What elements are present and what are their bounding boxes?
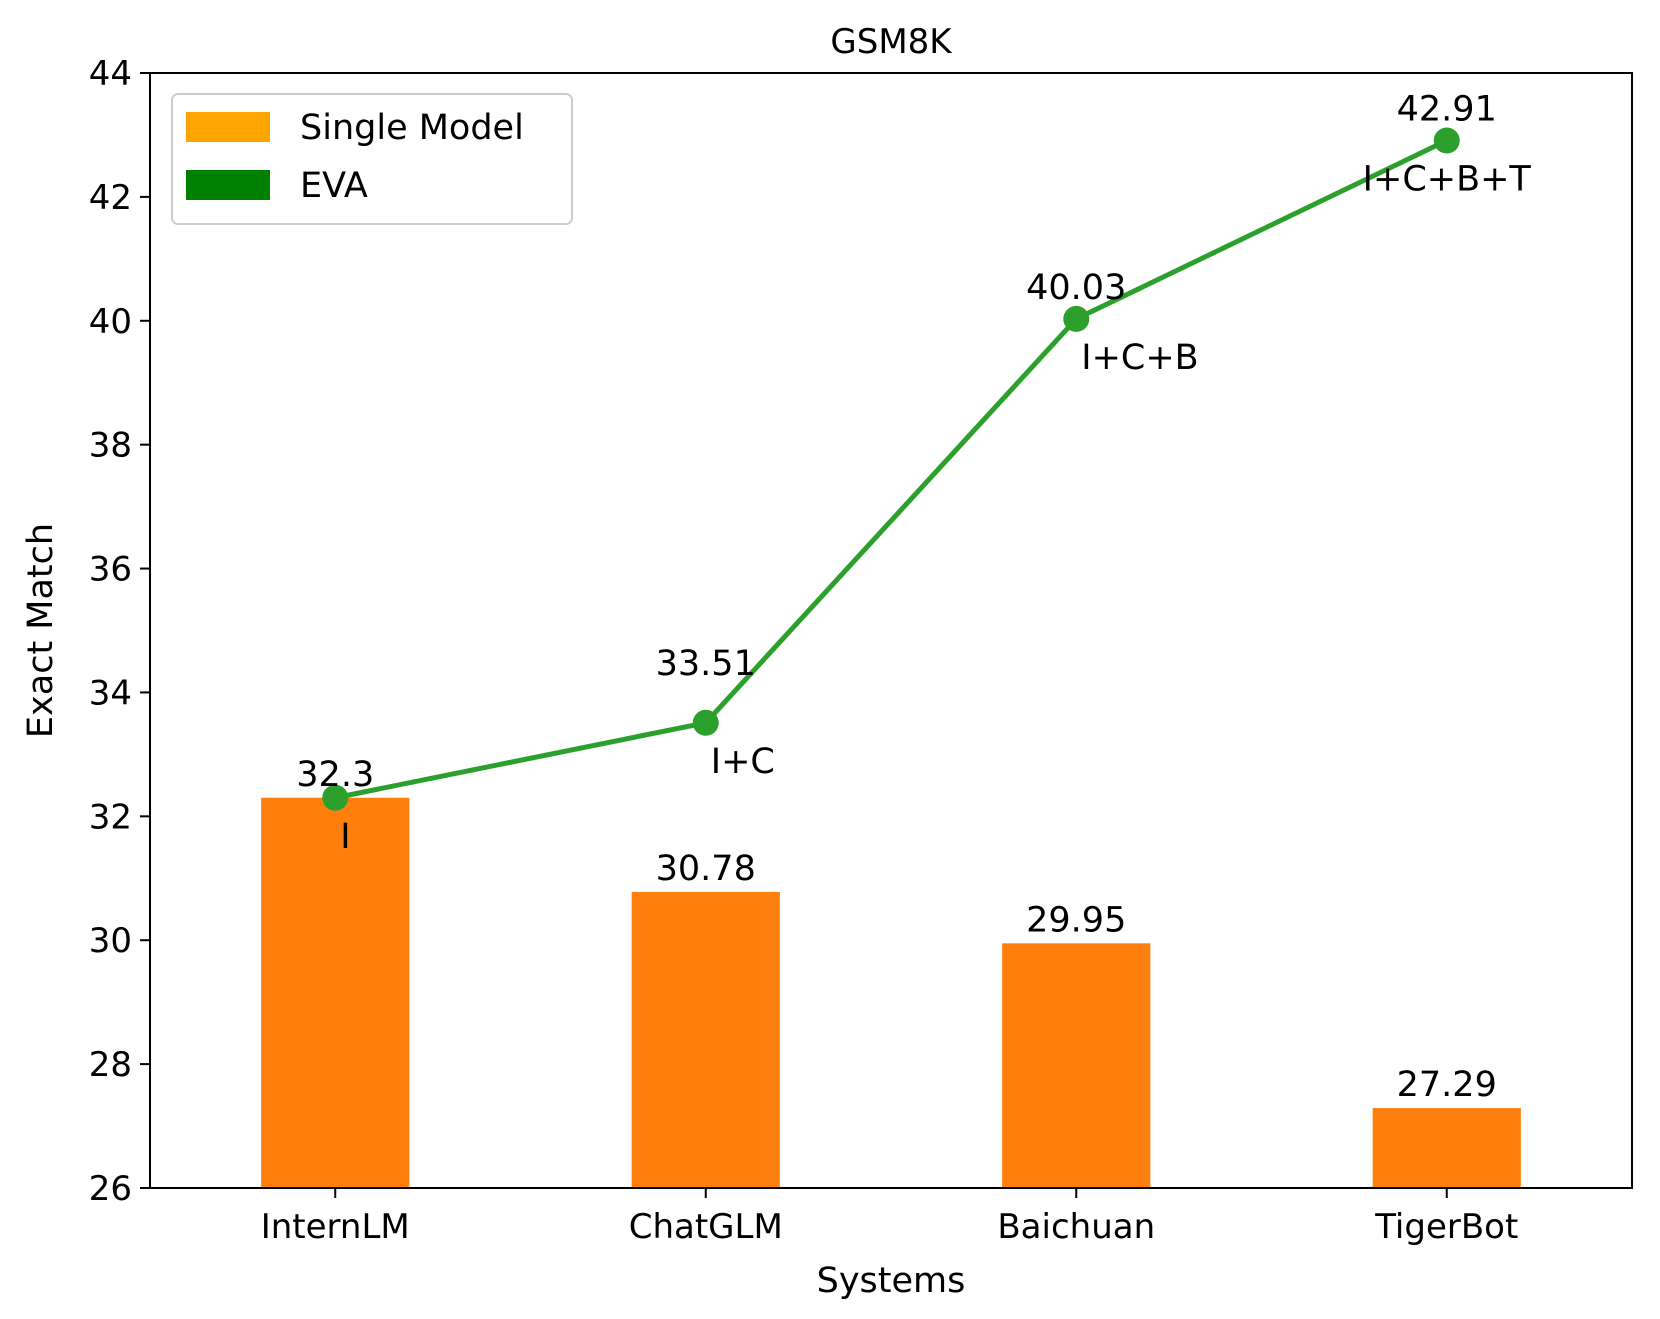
chart-title: GSM8K [830,22,953,62]
data-labels-layer: 32.3 30.78 29.95 27.29 I 33.51 I+C 40.03 I+C+B 42… [296,90,1531,1106]
x-tick-label-chatglm: ChatGLM [629,1207,783,1247]
eva-combination-label: I+C [711,742,775,782]
bar-value-label: 29.95 [1026,900,1126,940]
bar-baichuan [1002,943,1151,1188]
plot-frame [149,72,1633,1189]
bar-value-label: 27.29 [1397,1065,1497,1105]
eva-combination-label: I+C+B+T [1363,160,1532,200]
legend-swatch-single-model [186,112,270,142]
eva-point-4 [1433,127,1460,154]
bars-layer [261,797,1521,1188]
eva-value-label: 33.51 [656,644,756,684]
eva-point-2 [692,709,719,736]
y-tick-label: 34 [89,673,132,713]
bar-value-label: 30.78 [656,849,756,889]
x-axis: InternLM ChatGLM Baichuan TigerBot [261,1188,1518,1247]
y-tick-label: 26 [89,1169,132,1209]
x-tick-label-internlm: InternLM [261,1207,410,1247]
legend-box [171,93,573,225]
legend-label-eva: EVA [300,166,368,206]
legend-swatch-eva [186,170,270,200]
legend: Single Model EVA [171,93,573,225]
y-axis-title: Exact Match [21,523,61,738]
eva-line-layer [322,127,1460,811]
eva-value-label: 42.91 [1397,90,1497,130]
y-tick-label: 38 [89,426,132,466]
y-tick-label: 36 [89,550,132,590]
y-axis: 26 28 30 32 34 36 38 40 42 44 [89,54,150,1209]
bar-chatglm [631,891,780,1188]
bar-tigerbot [1372,1108,1521,1188]
y-tick-label: 28 [89,1045,132,1085]
x-axis-title: Systems [817,1261,966,1301]
y-tick-label: 44 [89,54,132,94]
x-tick-label-baichuan: Baichuan [997,1207,1155,1247]
y-tick-label: 30 [89,921,132,961]
eva-value-label: 40.03 [1026,268,1126,308]
eva-point-1 [322,784,349,811]
y-tick-label: 42 [89,178,132,218]
eva-line [334,138,1448,801]
bar-internlm [261,797,410,1188]
bar-value-label: 32.3 [296,755,374,795]
eva-point-3 [1063,305,1090,332]
eva-combination-label: I [340,817,350,857]
eva-combination-label: I+C+B [1081,338,1198,378]
x-tick-label-tigerbot: TigerBot [1374,1207,1518,1247]
y-tick-label: 40 [89,302,132,342]
legend-label-single-model: Single Model [300,108,524,148]
y-tick-label: 32 [89,797,132,837]
